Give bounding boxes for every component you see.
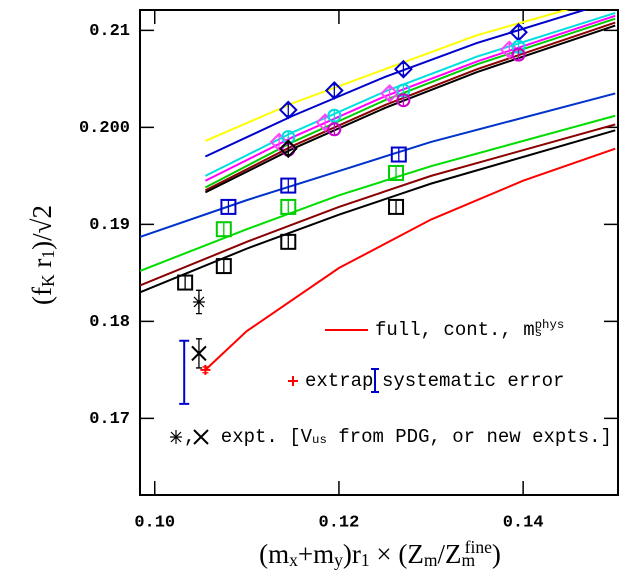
marker	[220, 198, 237, 215]
error-bar	[220, 221, 227, 237]
label: extrap	[305, 370, 373, 392]
marker	[499, 40, 519, 60]
marker	[393, 59, 413, 79]
curve	[140, 114, 616, 272]
error-bar	[515, 25, 522, 39]
marker	[280, 198, 297, 215]
label-part: 1	[361, 550, 370, 570]
marker	[280, 177, 297, 194]
curve	[204, 147, 616, 371]
curve	[204, 24, 616, 194]
plot-frame	[139, 9, 619, 496]
error-bar	[393, 199, 400, 215]
marker	[511, 47, 526, 62]
systematic-error	[179, 339, 190, 405]
label-part: us	[312, 433, 327, 447]
x-tick-label: 0.10	[134, 513, 175, 532]
label-part: fine	[465, 537, 492, 557]
marker	[280, 233, 297, 250]
marker	[380, 84, 400, 103]
label-part: from PDG, or new expts.]	[327, 426, 612, 448]
x-tick-label: 0.12	[319, 513, 360, 532]
label-part: y	[334, 550, 343, 570]
marker	[278, 100, 298, 120]
label-part: (m	[259, 539, 289, 569]
label: , expt. [Vus from PDG, or new expts.]	[184, 426, 612, 448]
curve	[140, 92, 616, 238]
curve	[204, 10, 588, 158]
label-part: m	[461, 550, 475, 570]
curve	[140, 129, 616, 294]
label-part: full, cont., m	[375, 319, 535, 341]
error-bar	[285, 199, 292, 215]
label-part: )/√2	[27, 205, 57, 250]
marker	[200, 364, 211, 375]
curve	[204, 10, 570, 142]
y-tick-label: 0.200	[79, 119, 130, 138]
label-part: s	[535, 326, 542, 340]
label-part: ,	[184, 426, 195, 448]
label-part: /Z	[437, 539, 461, 569]
label: full, cont., msphys	[375, 318, 564, 341]
curve	[140, 123, 616, 287]
label-part: x	[289, 550, 298, 570]
marker	[192, 294, 205, 309]
y-tick-label: 0.17	[89, 410, 130, 429]
label-part: extrap	[305, 370, 373, 392]
label-part: +m	[298, 539, 334, 569]
error-bar	[395, 147, 402, 162]
marker	[215, 258, 232, 275]
marker	[269, 132, 289, 152]
label-part: r	[27, 259, 57, 275]
marker	[191, 345, 207, 362]
x-tick-label: 0.14	[503, 513, 544, 532]
marker	[215, 221, 232, 238]
label: systematic error	[382, 370, 564, 392]
marker	[388, 164, 405, 181]
curve	[204, 21, 616, 192]
error-bar	[220, 258, 227, 274]
label-part: (f	[27, 287, 57, 305]
marker	[177, 274, 194, 291]
marker	[390, 146, 407, 163]
label-part: )	[492, 539, 501, 569]
y-tick-label: 0.19	[89, 216, 130, 235]
label-part: × (Z	[370, 539, 424, 569]
marker	[278, 139, 298, 159]
label-part: phys	[535, 318, 565, 332]
label-part: K	[38, 274, 58, 287]
label-part: systematic error	[382, 370, 564, 392]
legend-swatch	[371, 368, 379, 393]
marker	[288, 376, 298, 386]
marker	[324, 81, 344, 100]
error-bar	[285, 234, 292, 250]
label-part: 1	[38, 250, 58, 259]
label: (fK r1)/√2	[27, 205, 57, 305]
label-part: )r	[343, 539, 361, 569]
y-tick-label: 0.18	[89, 313, 130, 332]
plot-area	[140, 10, 616, 375]
marker	[327, 122, 342, 137]
label-part: m	[424, 550, 438, 570]
label: (mx+my)r1 × (Zm/Zmfine)	[259, 537, 501, 570]
marker	[396, 93, 411, 108]
marker	[327, 108, 342, 123]
label-part: expt. [V	[209, 426, 312, 448]
marker	[170, 430, 182, 444]
marker	[388, 198, 405, 215]
error-bar	[182, 275, 189, 291]
marker	[193, 429, 209, 445]
y-tick-label: 0.21	[89, 22, 130, 41]
